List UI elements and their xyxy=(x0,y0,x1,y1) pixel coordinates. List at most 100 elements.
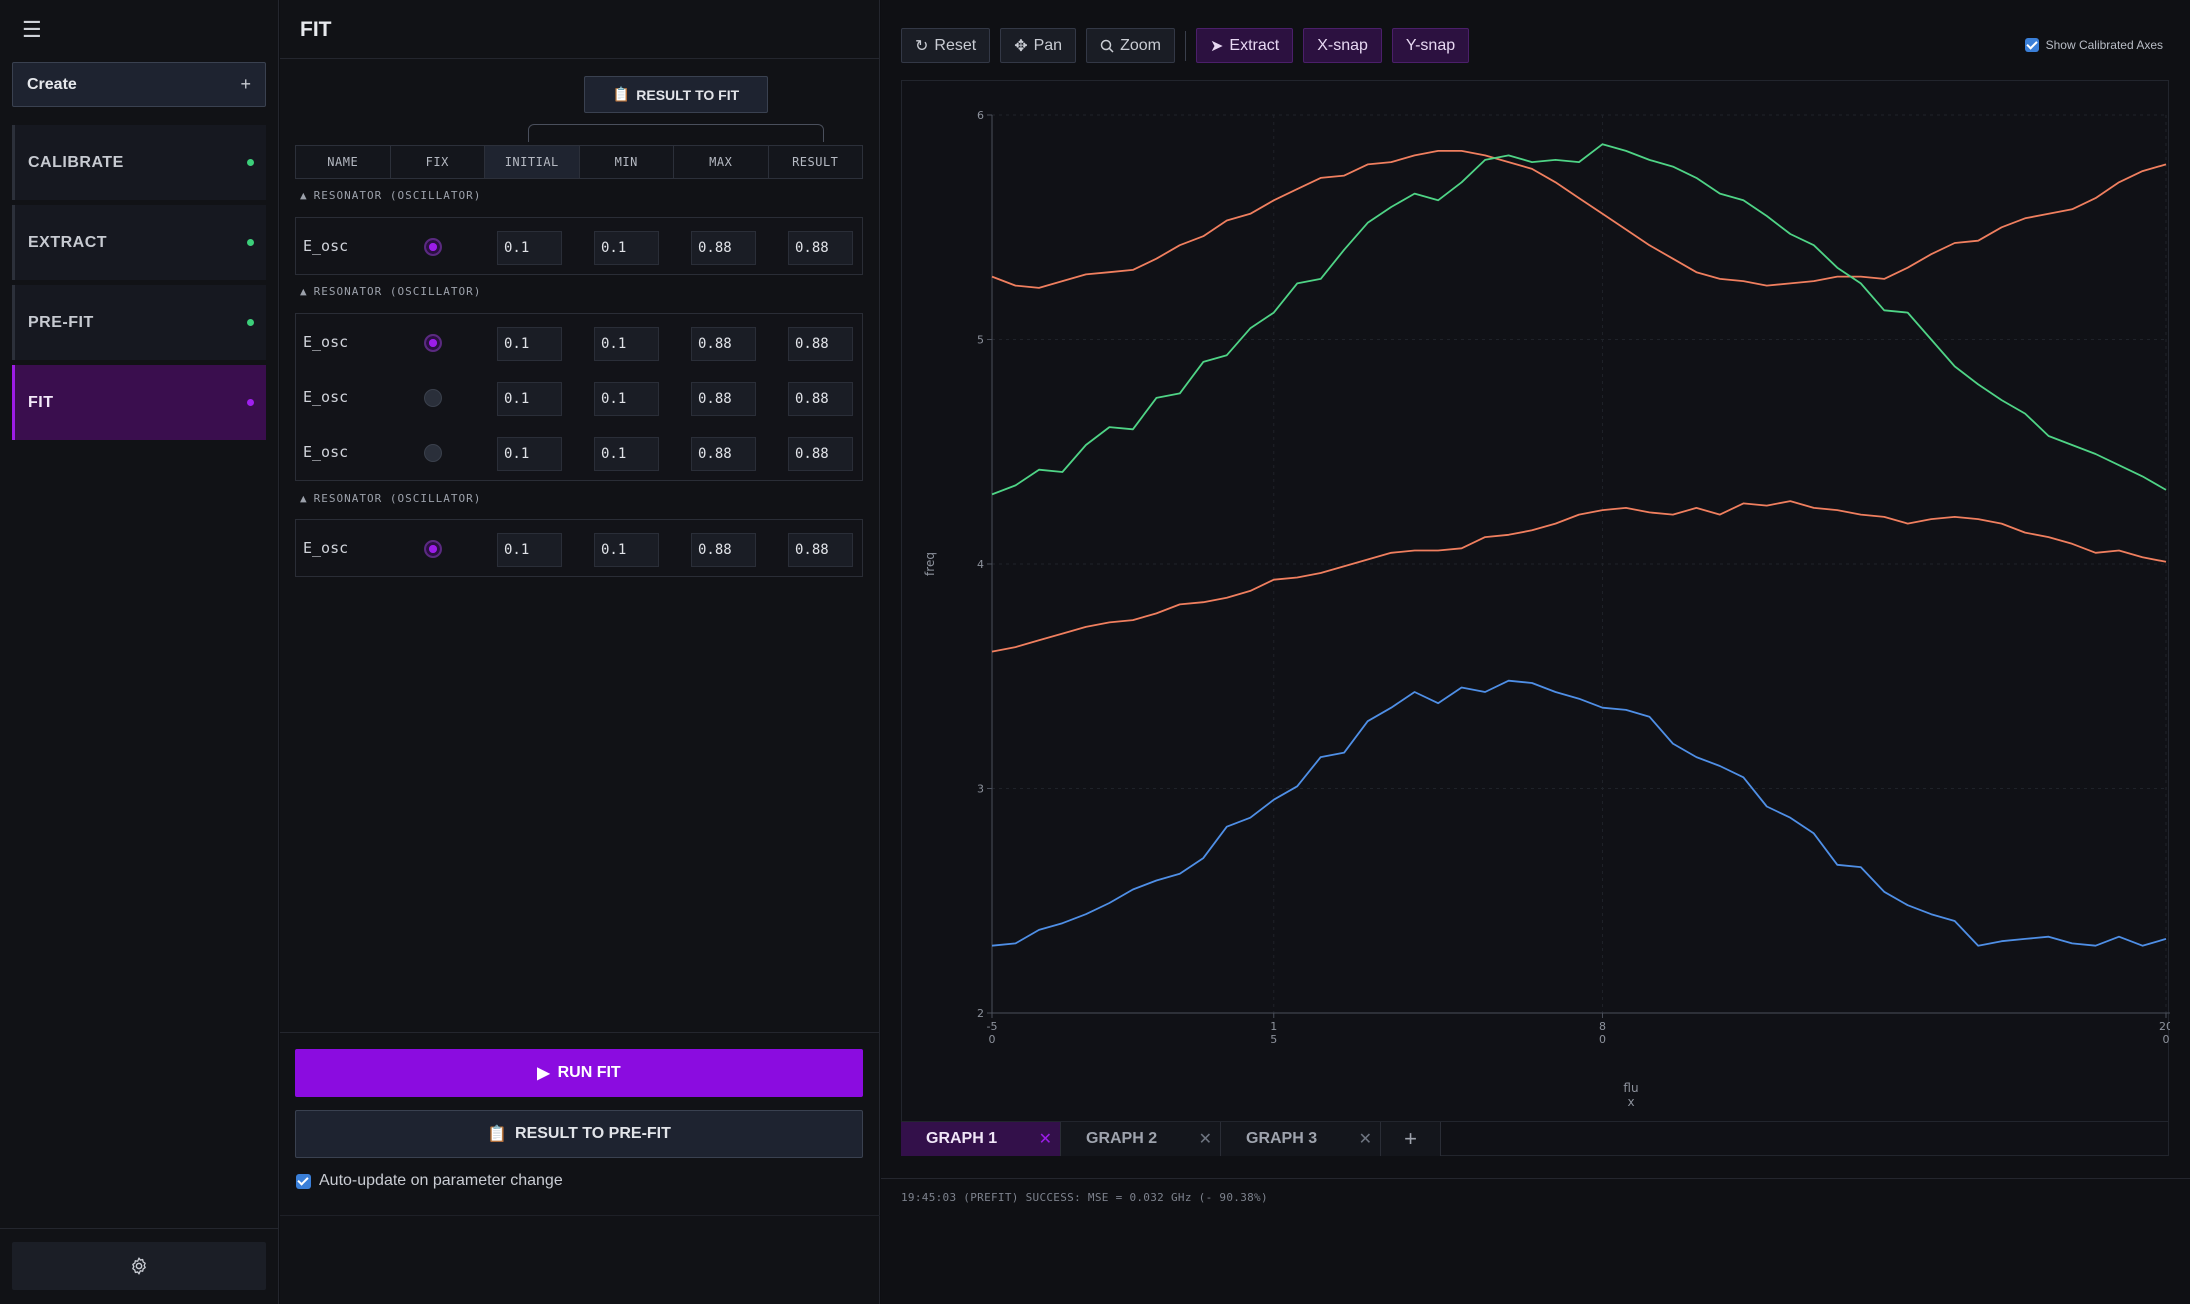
result-to-fit-button[interactable]: 📋 RESULT TO FIT xyxy=(584,76,768,113)
result-field: 0.88 xyxy=(788,327,853,361)
status-dot xyxy=(247,159,254,166)
series-line-3 xyxy=(991,500,2167,653)
fix-radio[interactable] xyxy=(424,389,442,407)
y-axis-label: freq xyxy=(923,552,937,576)
create-button[interactable]: Create + xyxy=(12,62,266,107)
close-icon[interactable]: ✕ xyxy=(1358,1131,1372,1148)
tab-graph-1[interactable]: GRAPH 1 ✕ xyxy=(901,1122,1061,1156)
tab-label: GRAPH 2 xyxy=(1086,1130,1158,1147)
series-line-4 xyxy=(991,679,2167,947)
min-field[interactable]: 0.1 xyxy=(594,437,659,471)
initial-field[interactable]: 0.1 xyxy=(497,382,562,416)
fix-radio[interactable] xyxy=(424,540,442,558)
fix-radio[interactable] xyxy=(424,334,442,352)
extract-label: Extract xyxy=(1229,36,1280,54)
min-field[interactable]: 0.1 xyxy=(594,382,659,416)
min-field[interactable]: 0.1 xyxy=(594,327,659,361)
group-toggle[interactable]: ▲ RESONATOR (OSCILLATOR) xyxy=(300,189,481,202)
tab-graph-2[interactable]: GRAPH 2 ✕ xyxy=(1061,1122,1221,1156)
pan-label: Pan xyxy=(1033,36,1063,54)
y-tick-label: 4 xyxy=(977,558,984,571)
param-name: E_osc xyxy=(303,333,349,351)
max-field[interactable]: 0.88 xyxy=(691,382,756,416)
plus-icon: + xyxy=(1404,1126,1417,1151)
y-snap-button[interactable]: Y-snap xyxy=(1391,28,1470,63)
auto-update-checkbox[interactable] xyxy=(296,1173,311,1189)
group-toggle[interactable]: ▲ RESONATOR (OSCILLATOR) xyxy=(300,285,481,298)
y-tick-label: 6 xyxy=(977,109,984,122)
extract-button[interactable]: ➤ Extract xyxy=(1195,28,1294,63)
status-dot xyxy=(247,399,254,406)
close-icon[interactable]: ✕ xyxy=(1198,1131,1212,1148)
zoom-button[interactable]: Zoom xyxy=(1086,28,1175,63)
initial-field[interactable]: 0.1 xyxy=(497,533,562,567)
x-tick-label: 8 xyxy=(1599,1020,1606,1033)
y-tick-label: 3 xyxy=(977,783,984,796)
initial-field[interactable]: 0.1 xyxy=(497,437,562,471)
group-label: RESONATOR (OSCILLATOR) xyxy=(313,285,482,298)
sidebar-item-pre-fit[interactable]: PRE-FIT xyxy=(12,285,266,360)
column-header-result: RESULT xyxy=(768,146,862,178)
reset-icon: ↻ xyxy=(915,37,929,55)
divider xyxy=(0,1228,279,1229)
tab-label: GRAPH 3 xyxy=(1246,1130,1318,1147)
x-tick-sublabel: 5 xyxy=(1270,1033,1277,1046)
divider xyxy=(881,1178,2190,1179)
column-header-initial: INITIAL xyxy=(485,146,580,178)
param-name: E_osc xyxy=(303,539,349,557)
column-header-fix: FIX xyxy=(390,146,485,178)
initial-field[interactable]: 0.1 xyxy=(497,327,562,361)
clipboard-icon: 📋 xyxy=(612,86,631,102)
group-label: RESONATOR (OSCILLATOR) xyxy=(313,189,482,202)
create-label: Create xyxy=(27,75,77,93)
hamburger-icon[interactable]: ☰ xyxy=(22,17,42,42)
column-header-max: MAX xyxy=(674,146,769,178)
result-field: 0.88 xyxy=(788,533,853,567)
max-field[interactable]: 0.88 xyxy=(691,327,756,361)
gear-icon xyxy=(132,1257,146,1275)
close-icon[interactable]: ✕ xyxy=(1038,1131,1052,1148)
fix-radio[interactable] xyxy=(424,444,442,462)
y-tick-label: 2 xyxy=(977,1007,984,1020)
result-field: 0.88 xyxy=(788,231,853,265)
x-axis-label: flu xyxy=(1623,1081,1638,1095)
settings-button[interactable] xyxy=(12,1242,266,1290)
group-toggle[interactable]: ▲ RESONATOR (OSCILLATOR) xyxy=(300,492,481,505)
max-field[interactable]: 0.88 xyxy=(691,437,756,471)
zoom-icon xyxy=(1100,39,1114,53)
tab-graph-3[interactable]: GRAPH 3 ✕ xyxy=(1221,1122,1381,1156)
y-tick-label: 5 xyxy=(977,334,984,347)
table-row: E_osc 0.1 0.1 0.88 0.88 xyxy=(296,370,862,425)
max-field[interactable]: 0.88 xyxy=(691,231,756,265)
min-field[interactable]: 0.1 xyxy=(594,533,659,567)
plot-frame[interactable]: 2 3 4 5 6 -5 0 1 5 8 0 20 0 freq flu x xyxy=(901,80,2170,1156)
sidebar-item-calibrate[interactable]: CALIBRATE xyxy=(12,125,266,200)
toolbar-divider xyxy=(1184,30,1186,61)
chevron-up-icon: ▲ xyxy=(300,189,308,202)
initial-field[interactable]: 0.1 xyxy=(497,231,562,265)
fix-radio[interactable] xyxy=(424,238,442,256)
reset-button[interactable]: ↻ Reset xyxy=(901,28,991,63)
param-group: E_osc 0.1 0.1 0.88 0.88 E_osc 0.1 0.1 0.… xyxy=(295,313,863,481)
show-calibrated-axes-toggle[interactable]: Show Calibrated Axes xyxy=(2024,38,2163,52)
pan-button[interactable]: ✥ Pan xyxy=(1000,28,1077,63)
show-calibrated-axes-checkbox[interactable] xyxy=(2024,38,2039,52)
run-fit-label: RUN FIT xyxy=(557,1064,621,1081)
min-field[interactable]: 0.1 xyxy=(594,231,659,265)
add-tab-button[interactable]: + xyxy=(1381,1122,1441,1156)
sidebar-item-label: EXTRACT xyxy=(28,233,108,251)
auto-update-toggle[interactable]: Auto-update on parameter change xyxy=(296,1172,563,1190)
play-icon: ▶ xyxy=(537,1065,550,1082)
clipboard-icon: 📋 xyxy=(487,1126,508,1143)
cursor-icon: ➤ xyxy=(1209,37,1224,55)
table-row: E_osc 0.1 0.1 0.88 0.88 xyxy=(296,219,862,274)
max-field[interactable]: 0.88 xyxy=(691,533,756,567)
sidebar-item-extract[interactable]: EXTRACT xyxy=(12,205,266,280)
run-fit-button[interactable]: ▶ RUN FIT xyxy=(295,1049,863,1097)
divider xyxy=(280,1032,880,1033)
result-to-prefit-button[interactable]: 📋 RESULT TO PRE-FIT xyxy=(295,1110,863,1158)
x-snap-button[interactable]: X-snap xyxy=(1303,28,1382,63)
result-to-prefit-label: RESULT TO PRE-FIT xyxy=(515,1125,671,1142)
sidebar-item-fit[interactable]: FIT xyxy=(12,365,266,440)
